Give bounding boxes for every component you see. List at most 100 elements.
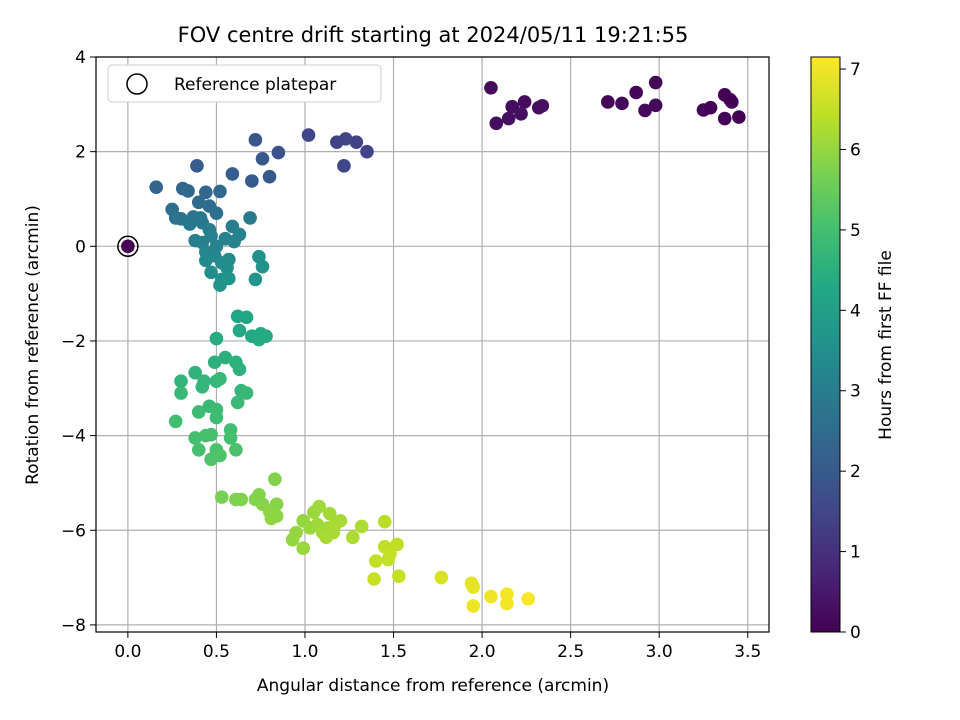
data-point	[289, 525, 303, 540]
data-point	[190, 159, 204, 173]
data-point	[188, 365, 202, 380]
legend-reference-marker	[126, 73, 148, 95]
data-point	[232, 227, 247, 242]
data-point	[615, 96, 629, 111]
x-axis-ticks: 0.0 0.5 1.0 1.5 2.0 2.5 3.0 3.5	[114, 632, 761, 662]
x-tick-label: 2.5	[557, 642, 584, 662]
data-point	[328, 517, 342, 532]
data-point	[489, 116, 504, 131]
data-point	[255, 151, 270, 166]
grid-lines	[96, 56, 769, 632]
y-axis-ticks: −8 −6 −4 −2 0 2 4	[61, 48, 96, 636]
data-point	[248, 272, 263, 287]
colorbar: 0 1 2 3 4 5 6 7 Hours from first FF file	[810, 56, 896, 643]
y-tick-label: −8	[61, 616, 86, 636]
data-point	[214, 490, 229, 504]
reference-platepar-marker	[117, 235, 139, 258]
colorbar-tick-label: 0	[850, 623, 861, 643]
data-point	[243, 211, 257, 225]
colorbar-tick-label: 6	[850, 140, 861, 160]
data-point	[230, 395, 245, 410]
data-point	[213, 448, 227, 463]
data-point	[195, 380, 210, 394]
data-point	[199, 185, 213, 200]
colorbar-tick-label: 3	[850, 382, 861, 402]
data-point	[264, 511, 279, 526]
data-point	[466, 599, 481, 613]
data-point	[601, 95, 615, 109]
data-point	[337, 159, 351, 173]
colorbar-tick-label: 4	[850, 301, 861, 321]
colorbar-tick-label: 2	[850, 462, 861, 482]
data-point	[204, 265, 218, 280]
data-point	[296, 541, 311, 556]
data-point	[204, 229, 218, 243]
data-point	[174, 374, 188, 388]
data-point	[218, 350, 233, 365]
y-axis-label: Rotation from reference (arcmin)	[23, 205, 43, 485]
data-point	[732, 110, 746, 124]
data-point	[514, 106, 528, 121]
data-point	[232, 323, 247, 338]
data-point	[377, 514, 392, 529]
x-tick-label: 3.0	[646, 642, 673, 662]
data-point	[239, 310, 254, 325]
x-tick-label: 0.0	[114, 642, 141, 662]
data-point	[390, 537, 404, 552]
x-tick-label: 1.5	[380, 642, 407, 662]
data-point	[360, 144, 374, 159]
legend: Reference platepar	[107, 64, 382, 103]
data-point	[232, 362, 247, 377]
legend-entry-reference: Reference platepar	[174, 75, 336, 95]
data-point	[381, 552, 396, 567]
data-point	[245, 174, 259, 188]
data-point	[500, 587, 514, 601]
data-point	[500, 596, 514, 611]
data-point	[248, 133, 263, 147]
colorbar-gradient	[811, 57, 840, 632]
data-point	[234, 492, 249, 507]
data-point	[322, 506, 337, 521]
data-point	[121, 239, 135, 254]
data-point	[259, 329, 273, 344]
y-tick-label: −6	[61, 521, 86, 541]
data-point	[191, 195, 206, 210]
data-point	[268, 472, 282, 486]
data-point	[354, 519, 369, 534]
data-point	[521, 592, 535, 606]
data-point	[213, 372, 227, 386]
data-point	[204, 427, 218, 442]
data-point	[346, 530, 360, 545]
colorbar-label: Hours from first FF file	[876, 250, 896, 440]
data-point	[239, 386, 254, 400]
data-point	[725, 95, 739, 109]
data-points	[117, 75, 746, 613]
data-point	[209, 206, 224, 220]
data-point	[367, 572, 381, 586]
data-point	[191, 405, 206, 419]
data-point	[199, 253, 213, 268]
colorbar-tick-label: 1	[850, 543, 861, 563]
data-point	[209, 331, 224, 346]
data-point	[188, 431, 202, 445]
chart-title: FOV centre drift starting at 2024/05/11 …	[178, 23, 689, 47]
data-point	[648, 98, 663, 113]
data-point	[703, 100, 718, 115]
data-point	[209, 410, 224, 425]
data-point	[434, 570, 449, 585]
colorbar-tick-label: 7	[850, 60, 861, 80]
data-point	[207, 355, 222, 370]
data-point	[301, 128, 316, 142]
data-point	[369, 554, 383, 568]
y-tick-label: −2	[61, 332, 86, 352]
data-point	[220, 260, 234, 275]
data-point	[338, 132, 353, 146]
data-point	[638, 103, 652, 118]
data-point	[222, 271, 236, 286]
x-tick-label: 0.5	[203, 642, 230, 662]
colorbar-tick-label: 5	[850, 221, 861, 241]
data-point	[484, 589, 498, 604]
y-tick-label: −4	[61, 427, 86, 447]
data-point	[213, 184, 227, 199]
y-tick-label: 4	[75, 48, 86, 68]
